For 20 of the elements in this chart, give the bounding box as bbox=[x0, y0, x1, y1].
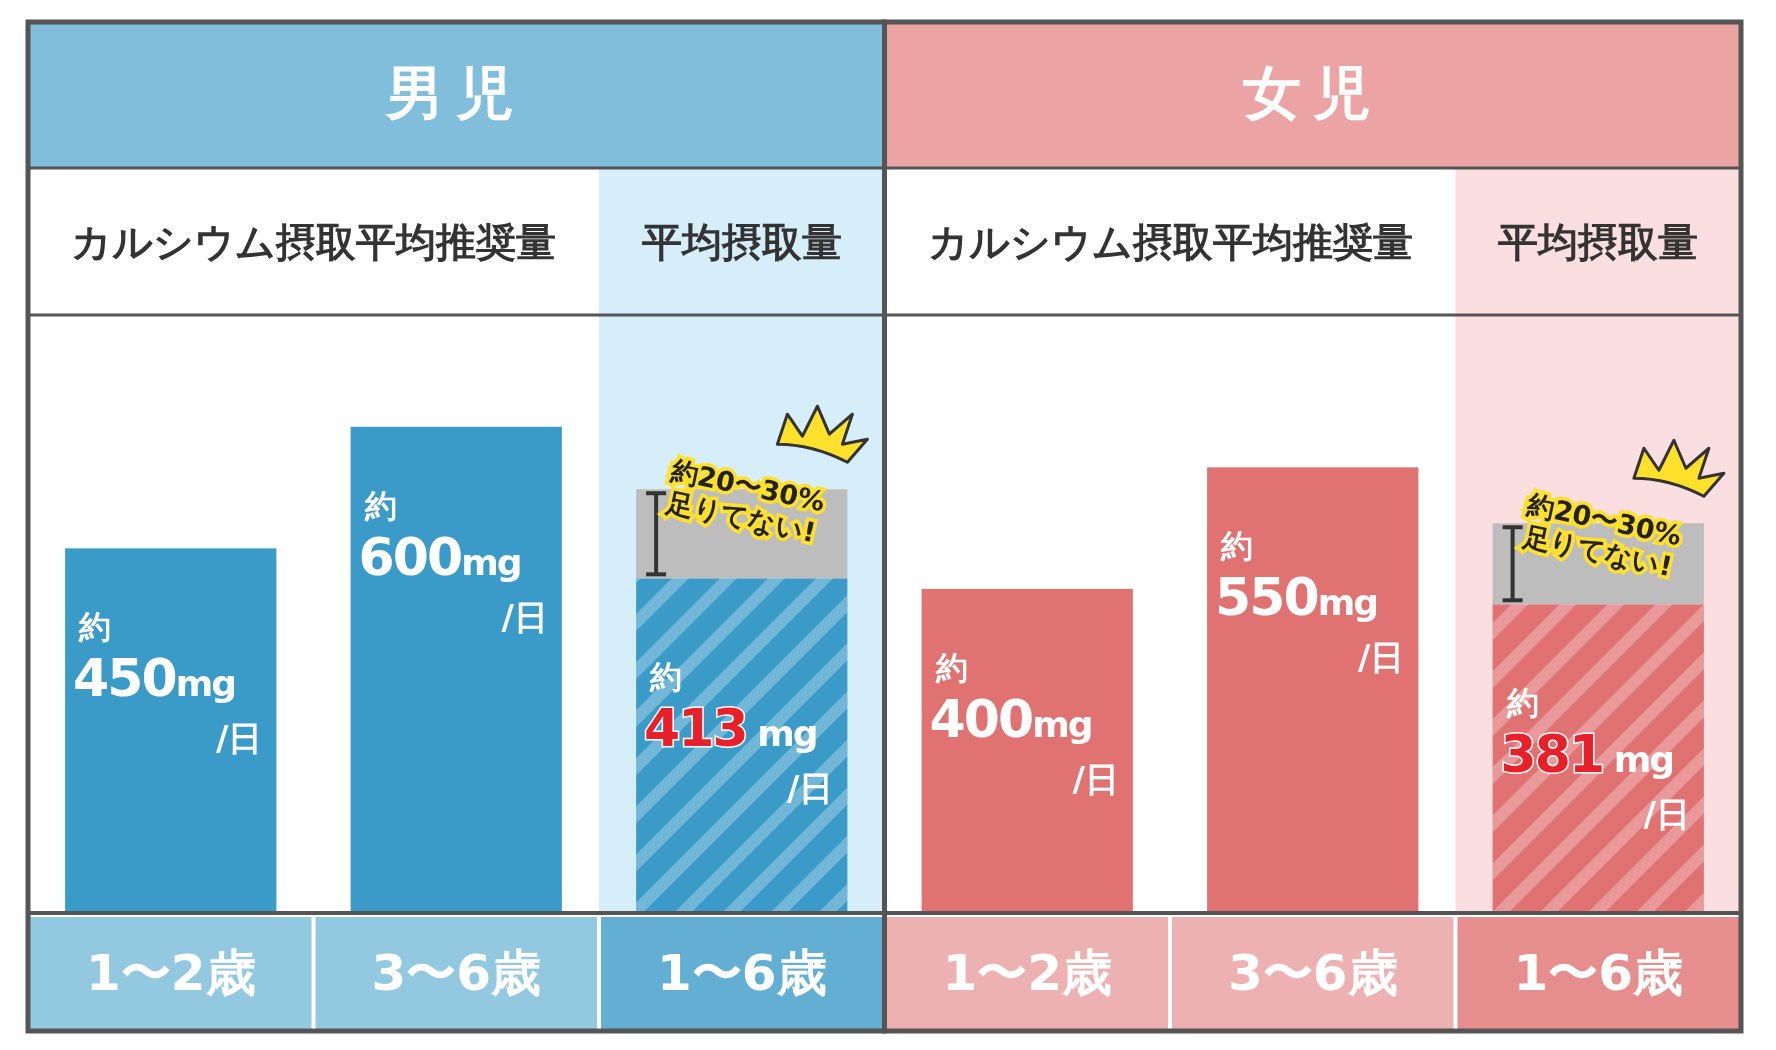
data-label: 約 381 mg /日 bbox=[1500, 684, 1690, 835]
chart-title: 男児 bbox=[384, 59, 527, 128]
data-label: 約 600mg /日 bbox=[358, 486, 548, 637]
text: 平均摂取量 bbox=[1497, 218, 1699, 265]
x-tick-label: 3〜6歳 bbox=[371, 944, 542, 1002]
text: 平均摂取量 bbox=[640, 218, 842, 265]
x-tick-label: 3〜6歳 bbox=[1227, 944, 1398, 1002]
chart-title: 女児 bbox=[1241, 59, 1383, 128]
x-tick-label: 1〜2歳 bbox=[942, 944, 1113, 1002]
annotation: 約20〜30% 足りてない! bbox=[1519, 488, 1685, 583]
text: カルシウム摂取平均推奨量 bbox=[71, 218, 556, 265]
data-label: 約 400mg /日 bbox=[929, 648, 1119, 799]
x-tick-label: 1〜6歳 bbox=[656, 944, 827, 1002]
text: カルシウム摂取平均推奨量 bbox=[927, 218, 1413, 265]
x-tick-label: 1〜2歳 bbox=[85, 944, 256, 1002]
x-tick-label: 1〜6歳 bbox=[1513, 944, 1684, 1002]
data-label: 約 550mg /日 bbox=[1215, 527, 1405, 678]
data-label: 約 413 mg /日 bbox=[644, 658, 834, 809]
annotation: 約20〜30% 足りてない! bbox=[663, 454, 828, 549]
data-label: 約 450mg /日 bbox=[73, 608, 263, 759]
